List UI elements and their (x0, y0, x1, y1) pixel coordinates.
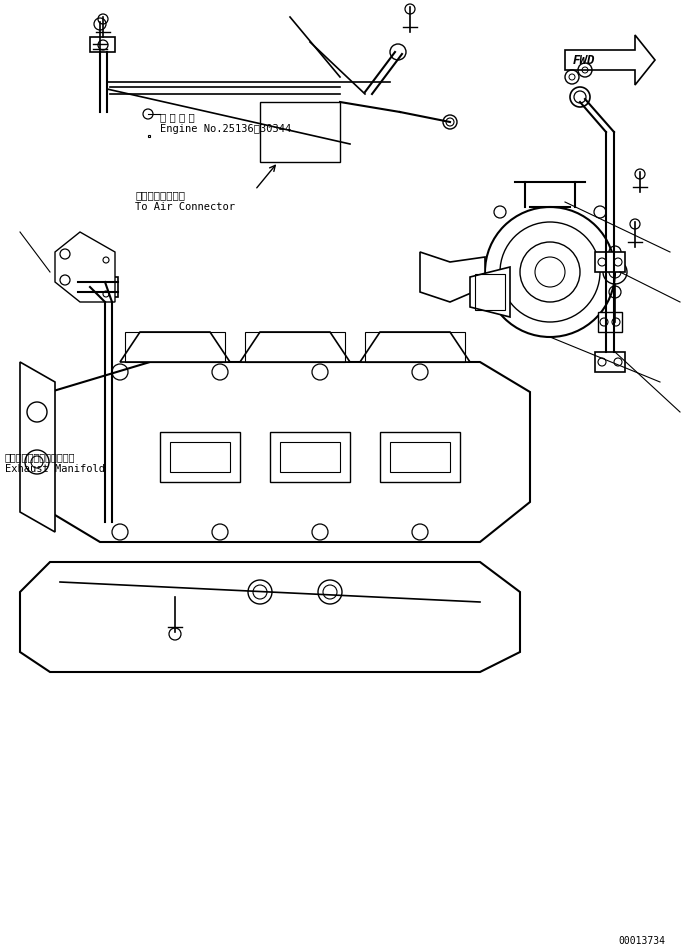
Polygon shape (598, 312, 622, 332)
Polygon shape (120, 332, 230, 362)
Bar (365, 332, 465, 362)
Text: エアーコネクタへ: エアーコネクタへ (135, 190, 185, 200)
Bar (245, 332, 345, 362)
Polygon shape (50, 362, 530, 542)
Bar (170, 442, 230, 472)
Bar (78, 277, 118, 297)
Text: 00013734: 00013734 (618, 936, 665, 946)
Polygon shape (55, 232, 115, 302)
Bar (260, 102, 340, 162)
Polygon shape (20, 562, 520, 672)
Bar (270, 432, 350, 482)
Polygon shape (595, 352, 625, 372)
Bar (160, 432, 240, 482)
Polygon shape (360, 332, 470, 362)
Polygon shape (240, 332, 350, 362)
Bar (90, 37, 115, 52)
Bar (390, 442, 450, 472)
Polygon shape (470, 267, 510, 317)
Text: To Air Connector: To Air Connector (135, 202, 235, 212)
Text: Exhaust Manifold: Exhaust Manifold (5, 464, 105, 474)
Bar (475, 274, 505, 310)
Text: Engine No.25136～30344: Engine No.25136～30344 (160, 124, 291, 134)
Bar (125, 332, 225, 362)
Polygon shape (420, 252, 485, 302)
Text: エキゾーストマニホールド: エキゾーストマニホールド (5, 452, 75, 462)
Polygon shape (20, 362, 55, 532)
Text: FWD: FWD (573, 54, 596, 67)
Bar (148, 135, 150, 137)
Polygon shape (595, 252, 625, 272)
Text: 適 用 号 機: 適 用 号 機 (160, 112, 195, 122)
Bar (380, 432, 460, 482)
Polygon shape (565, 35, 655, 85)
Bar (280, 442, 340, 472)
